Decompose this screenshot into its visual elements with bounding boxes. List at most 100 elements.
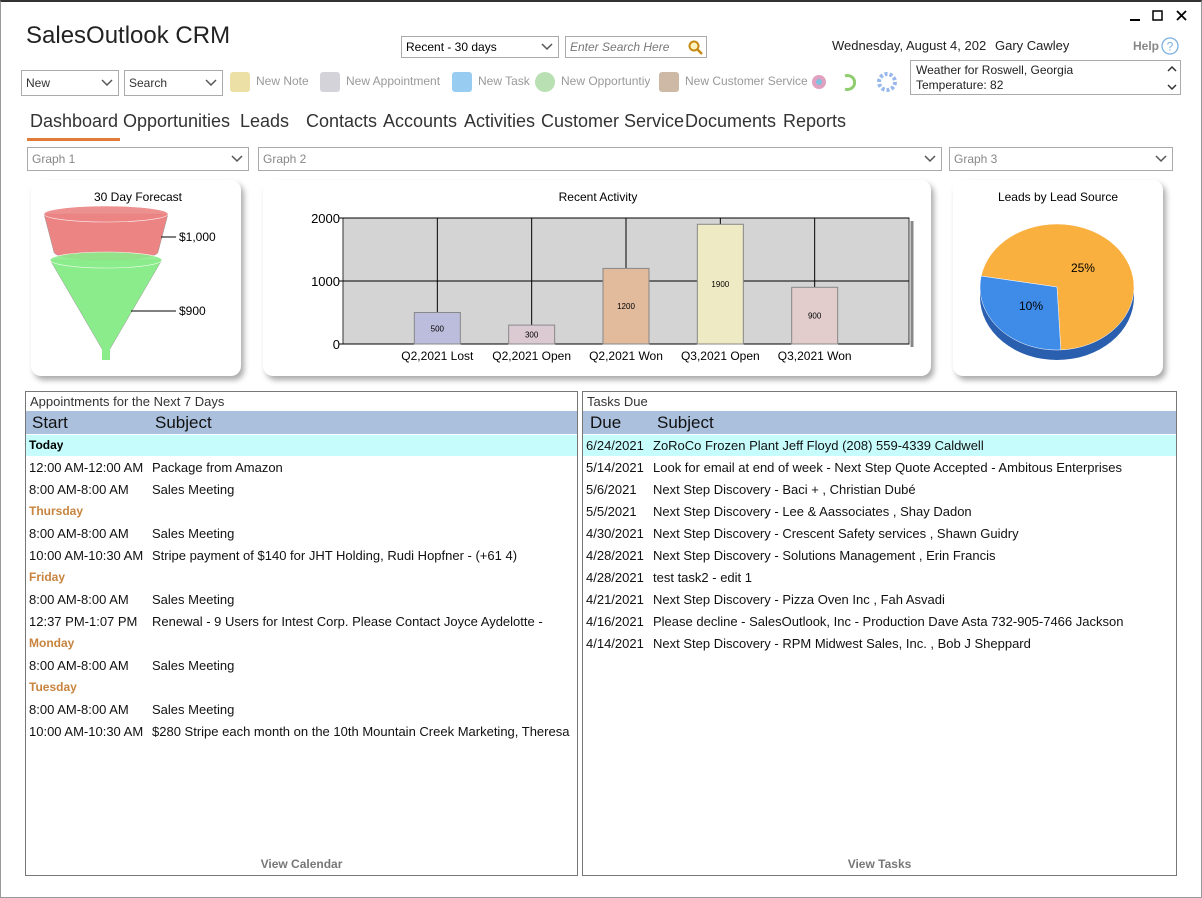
graph-select[interactable]: Graph 2 <box>258 147 942 171</box>
appointments-panel: Appointments for the Next 7 Days Start Sub… <box>25 391 578 876</box>
task-due[interactable]: 4/16/2021 <box>586 614 644 629</box>
day-header: Today <box>29 438 64 452</box>
appointment-start[interactable]: 8:00 AM-8:00 AM <box>29 702 129 717</box>
task-subject[interactable]: ZoRoCo Frozen Plant Jeff Floyd (208) 559… <box>653 438 984 453</box>
nav-tab[interactable]: Reports <box>783 111 847 131</box>
weather-line: Temperature: 82 <box>916 78 1004 92</box>
action-icon[interactable] <box>318 70 342 94</box>
user-name: Gary Cawley <box>995 38 1070 53</box>
nav-tab[interactable]: Accounts <box>383 111 458 131</box>
task-subject[interactable]: Next Step Discovery - Baci + , Christian… <box>653 482 916 497</box>
appointment-subject[interactable]: Sales Meeting <box>152 658 235 673</box>
toolbar-action[interactable]: New Customer Service <box>685 74 808 88</box>
appointment-subject[interactable]: Package from Amazon <box>152 460 283 475</box>
appointment-subject[interactable]: Stripe payment of $140 for JHT Holding, … <box>152 548 518 563</box>
task-due[interactable]: 5/14/2021 <box>586 460 644 475</box>
weather-line: Weather for Roswell, Georgia <box>916 63 1074 77</box>
task-due[interactable]: 4/30/2021 <box>586 526 644 541</box>
pie-label: 10% <box>1019 299 1043 313</box>
appointment-start[interactable]: 8:00 AM-8:00 AM <box>29 658 129 673</box>
appointment-subject[interactable]: Sales Meeting <box>152 482 235 497</box>
appointment-subject[interactable]: Sales Meeting <box>152 592 235 607</box>
search-menu[interactable]: Search <box>124 70 223 96</box>
charts: 30 Day Forecast $1,000 $900 Recent Activity… <box>43 190 1135 363</box>
search-icon[interactable] <box>687 39 703 55</box>
task-due[interactable]: 4/21/2021 <box>586 592 644 607</box>
action-icon[interactable] <box>657 70 681 94</box>
task-due[interactable]: 5/5/2021 <box>586 504 637 519</box>
nav-tab[interactable]: Activities <box>464 111 536 131</box>
graph-select-text: Graph 2 <box>263 152 307 166</box>
toolbar-action[interactable]: New Appointment <box>346 74 441 88</box>
weather-scroll[interactable] <box>1167 64 1177 92</box>
column-heading[interactable]: Subject <box>657 413 714 432</box>
graph-select[interactable]: Graph 3 <box>949 147 1173 171</box>
tasks-panel: Tasks Due Due Subject View Tasks 6/24/2021 Zo… <box>582 391 1177 876</box>
nav-tab[interactable]: Customer Service <box>541 111 685 131</box>
view-link[interactable]: View Tasks <box>847 857 912 871</box>
toolbar-action[interactable]: New Opportuntiy <box>561 74 651 88</box>
action-icon[interactable] <box>533 70 557 94</box>
bar <box>508 324 556 345</box>
column-heading[interactable]: Subject <box>155 413 212 432</box>
task-due[interactable]: 5/6/2021 <box>586 482 637 497</box>
nav-tab[interactable]: Dashboard <box>30 111 119 131</box>
graph-select[interactable]: Graph 1 <box>27 147 249 171</box>
column-heading[interactable]: Start <box>32 413 68 432</box>
x-tick-label: Q2,2021 Lost <box>401 349 474 363</box>
date-filter[interactable]: Recent - 30 days <box>401 36 559 58</box>
nav-tab[interactable]: Contacts <box>306 111 378 131</box>
nav-tab[interactable]: Documents <box>685 111 777 131</box>
panel-title: Appointments for the Next 7 Days <box>30 394 225 409</box>
task-subject[interactable]: Please decline - SalesOutlook, Inc - Pro… <box>653 614 1124 629</box>
task-due[interactable]: 4/28/2021 <box>586 548 644 563</box>
appointment-start[interactable]: 10:00 AM-10:30 AM <box>29 724 144 739</box>
task-due[interactable]: 4/14/2021 <box>586 636 644 651</box>
task-subject[interactable]: Next Step Discovery - Crescent Safety se… <box>653 526 1019 541</box>
action-icon[interactable] <box>450 70 474 94</box>
appointment-start[interactable]: 8:00 AM-8:00 AM <box>29 526 129 541</box>
svg-text:?: ? <box>1167 40 1174 54</box>
task-subject[interactable]: Next Step Discovery - Lee & Aassociates … <box>653 504 972 519</box>
nav-tab[interactable]: Opportunities <box>123 111 231 131</box>
search-placeholder: Enter Search Here <box>570 40 670 54</box>
task-subject[interactable]: test task2 - edit 1 <box>653 570 752 585</box>
appointment-start[interactable]: 12:37 PM-1:07 PM <box>29 614 138 629</box>
appointment-start[interactable]: 10:00 AM-10:30 AM <box>29 548 144 563</box>
appointment-subject[interactable]: Renewal - 9 Users for Intest Corp. Pleas… <box>152 614 543 629</box>
action-icon[interactable] <box>228 70 252 94</box>
date-filter-text: Recent - 30 days <box>406 40 497 54</box>
selected-row-highlight <box>583 435 1176 456</box>
appointment-subject[interactable]: Sales Meeting <box>152 526 235 541</box>
window-controls[interactable] <box>1121 6 1201 26</box>
column-heading[interactable]: Due <box>590 413 622 432</box>
pie-slice <box>980 223 1135 351</box>
task-subject[interactable]: Next Step Discovery - Solutions Manageme… <box>653 548 996 563</box>
nav-tab[interactable]: Leads <box>240 111 290 131</box>
task-due[interactable]: 6/24/2021 <box>586 438 644 453</box>
appointment-start[interactable]: 12:00 AM-12:00 AM <box>29 460 144 475</box>
appointment-start[interactable]: 8:00 AM-8:00 AM <box>29 482 129 497</box>
bar-value-label: 1200 <box>617 302 635 311</box>
task-subject[interactable]: Look for email at end of week - Next Ste… <box>653 460 1122 475</box>
funnel-neck <box>102 348 110 360</box>
appointment-subject[interactable]: $280 Stripe each month on the 10th Mount… <box>152 724 570 739</box>
task-due[interactable]: 4/28/2021 <box>586 570 644 585</box>
help-link[interactable]: Help <box>1133 39 1160 53</box>
toolbar-icons[interactable] <box>807 69 902 95</box>
panel-title: Tasks Due <box>587 394 648 409</box>
toolbar-action[interactable]: New Task <box>478 74 530 88</box>
pie-label: 25% <box>1071 261 1095 275</box>
task-subject[interactable]: Next Step Discovery - Pizza Oven Inc , F… <box>653 592 945 607</box>
chart-title: 30 Day Forecast <box>94 190 183 204</box>
new-menu[interactable]: New <box>21 70 119 96</box>
app-title: SalesOutlook CRM <box>26 22 231 49</box>
arrow <box>1155 155 1167 163</box>
view-link[interactable]: View Calendar <box>260 857 343 871</box>
appointment-start[interactable]: 8:00 AM-8:00 AM <box>29 592 129 607</box>
search-box[interactable]: Enter Search Here <box>565 36 707 58</box>
appointment-subject[interactable]: Sales Meeting <box>152 702 235 717</box>
toolbar-action[interactable]: New Note <box>256 74 309 88</box>
task-subject[interactable]: Next Step Discovery - RPM Midwest Sales,… <box>653 636 1031 651</box>
help-icon[interactable]: ? <box>1161 37 1181 57</box>
